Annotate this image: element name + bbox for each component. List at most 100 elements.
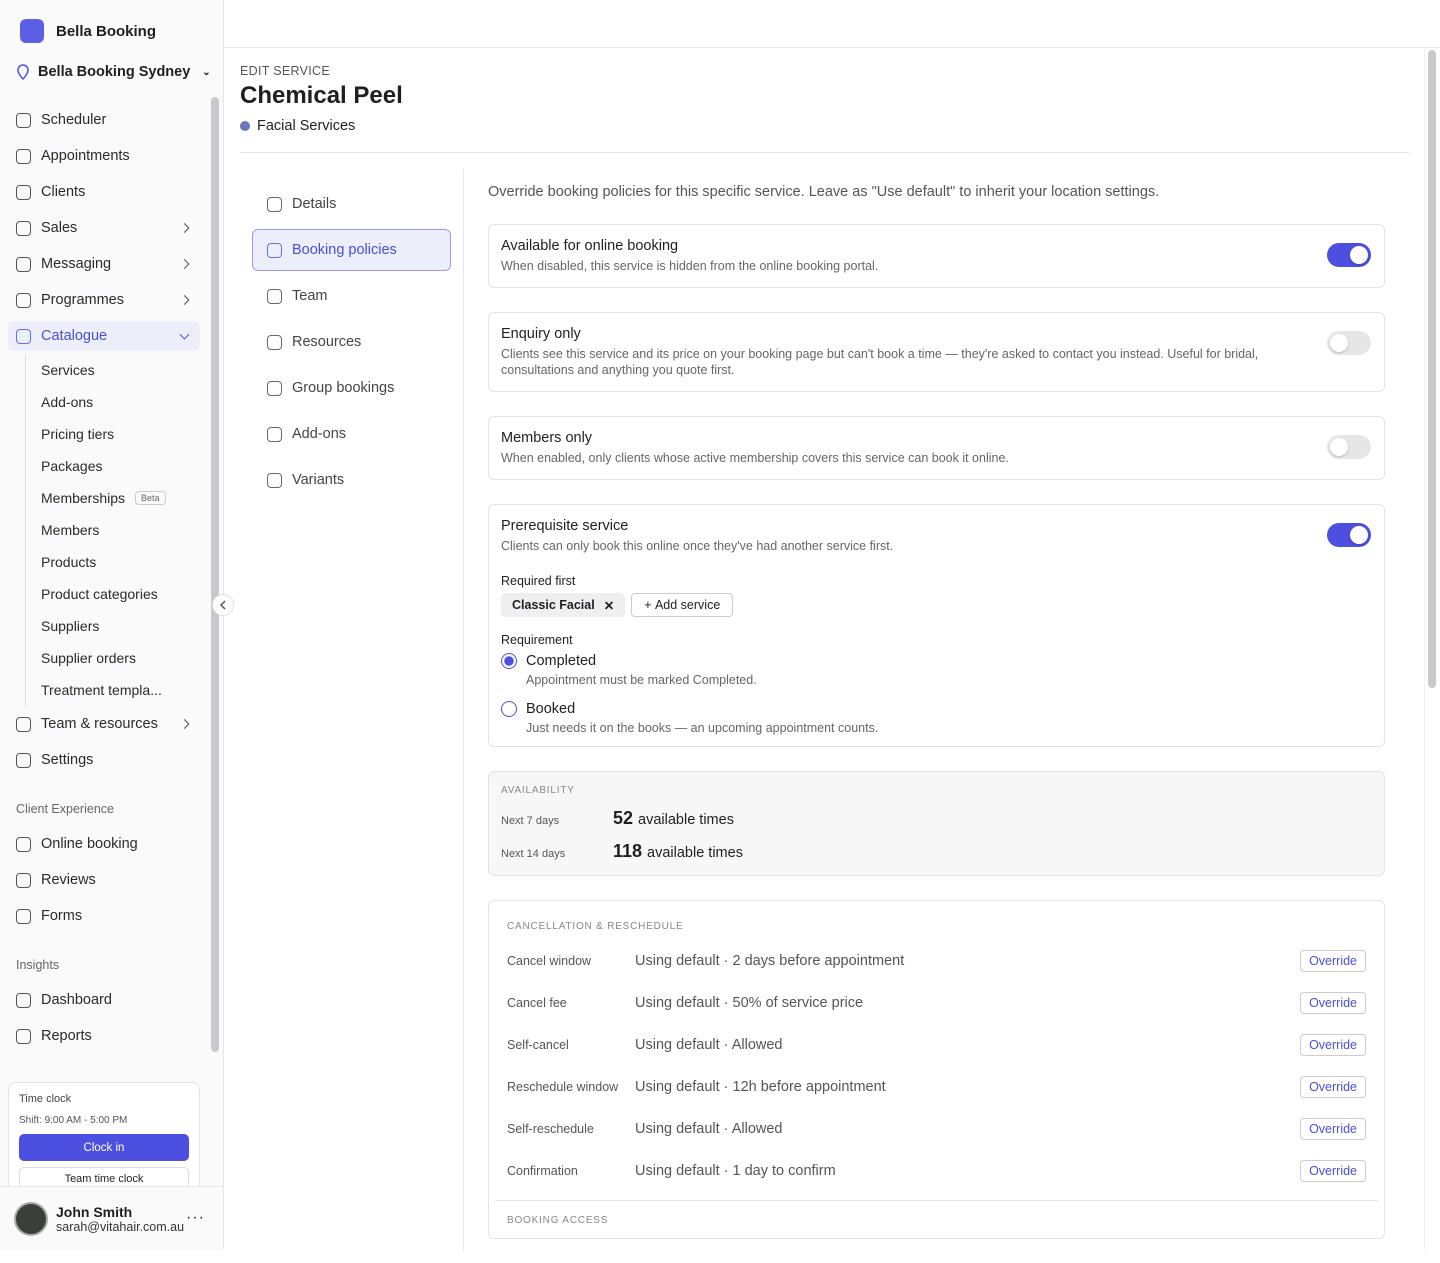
icon (16, 908, 31, 924)
radio-option[interactable]: Booked Just needs it on the books — an up… (501, 701, 1372, 735)
override-button[interactable]: Override (1300, 1034, 1366, 1056)
item-label: Suppliers (41, 618, 100, 634)
option-label: Completed (526, 653, 597, 669)
catalogue-item[interactable]: Pricing tiers (41, 418, 200, 450)
policy-card: Enquiry only Clients see this service and… (488, 312, 1385, 392)
nav-item[interactable]: Catalogue (8, 321, 200, 351)
item-label: Products (41, 554, 97, 570)
policy-row: Self-reschedule Using default · Allowed Ov… (501, 1108, 1372, 1150)
nav-item[interactable]: Appointments (8, 138, 200, 174)
collapse-button[interactable] (212, 594, 234, 616)
icon (16, 328, 31, 344)
item-label: Add-ons (41, 394, 94, 410)
option-text: Completed Appointment must be marked Comp… (526, 653, 757, 687)
nav-item[interactable]: Sales (8, 210, 200, 246)
nav-item[interactable]: Clients (8, 174, 200, 210)
catalogue-item[interactable]: Treatment templa... (41, 674, 200, 706)
nav-item[interactable]: Reviews (8, 862, 200, 898)
user[interactable]: John Smith sarah@vitahair.com.au ··· (0, 1186, 223, 1250)
row-label: Self-reschedule (507, 1122, 594, 1136)
nav-item[interactable]: Settings (8, 742, 200, 778)
location-picker[interactable]: Bella Booking Sydney ⌄ (16, 64, 211, 80)
icon (16, 1028, 31, 1044)
tab-label: Variants (292, 472, 345, 488)
override-button[interactable]: Override (1300, 992, 1366, 1014)
toggle[interactable] (1327, 243, 1371, 267)
catalogue-item[interactable]: Supplier orders (41, 642, 200, 674)
policy-card: Available for online booking When disable… (488, 224, 1385, 288)
item-label: Memberships (41, 490, 126, 506)
tabs: Details Booking policies Team Resources Grou… (252, 183, 451, 505)
catalogue-item[interactable]: Services (41, 354, 200, 386)
tab[interactable]: Group bookings (252, 367, 451, 409)
nav-item[interactable]: Dashboard (8, 982, 200, 1018)
policy-card: Prerequisite service Clients can only boo… (488, 504, 1385, 747)
tab[interactable]: Variants (252, 459, 451, 501)
override-button[interactable]: Override (1300, 1118, 1366, 1140)
nav-label: Reviews (41, 872, 96, 888)
radio-option[interactable]: Completed Appointment must be marked Comp… (501, 653, 1372, 687)
remove[interactable]: ✕ (603, 598, 615, 613)
location-name: Bella Booking Sydney (38, 64, 191, 80)
radio[interactable] (501, 653, 517, 669)
nav-item[interactable]: Programmes (8, 282, 200, 318)
row-value: Using default · 2 days before appointmen… (635, 953, 905, 969)
nav-item[interactable]: Forms (8, 898, 200, 934)
radio[interactable] (501, 701, 517, 717)
row-value: Using default · 50% of service price (635, 995, 864, 1011)
row-label: Cancel fee (507, 996, 567, 1010)
icon (267, 196, 282, 212)
icon (267, 426, 282, 442)
override-button[interactable]: Override (1300, 1076, 1366, 1098)
policy-row: Cancel window Using default · 2 days befo… (501, 940, 1372, 982)
row-label: Cancel window (507, 954, 592, 968)
icon (16, 184, 31, 200)
section-heading: CANCELLATION & RESCHEDULE (507, 921, 684, 932)
tab-label: Group bookings (292, 380, 395, 396)
tab[interactable]: Details (252, 183, 451, 225)
tab[interactable]: Add-ons (252, 413, 451, 455)
policy-title: Available for online booking (501, 238, 679, 254)
catalogue-item[interactable]: Add-ons (41, 386, 200, 418)
nav-item[interactable]: Reports (8, 1018, 200, 1054)
count: 52 (613, 808, 634, 828)
option-text: Booked Just needs it on the books — an up… (526, 701, 878, 735)
cancellation: CANCELLATION & RESCHEDULE Cancel window Us… (488, 900, 1385, 1239)
catalogue-item[interactable]: Products (41, 546, 200, 578)
count: 118 (613, 841, 643, 861)
period: Next 7 days (501, 815, 560, 827)
toggle[interactable] (1327, 331, 1371, 355)
chevron (179, 259, 190, 269)
chevron (179, 295, 190, 305)
nav-item[interactable]: Team & resources (8, 706, 200, 742)
nav-item[interactable]: Scheduler (8, 102, 200, 138)
toggle[interactable] (1327, 435, 1371, 459)
catalogue-item[interactable]: Product categories (41, 578, 200, 610)
catalogue-item[interactable]: Packages (41, 450, 200, 482)
nav-label: Scheduler (41, 112, 107, 128)
override-button[interactable]: Override (1300, 1160, 1366, 1182)
tab[interactable]: Booking policies (252, 229, 451, 271)
add-service[interactable]: + Add service (631, 593, 734, 617)
toggle[interactable] (1327, 523, 1371, 547)
tab[interactable]: Resources (252, 321, 451, 363)
category-name: Facial Services (257, 118, 356, 134)
policy-row: Cancel fee Using default · 50% of service… (501, 982, 1372, 1024)
icon (16, 872, 31, 888)
availability: AVAILABILITY Next 7 days 52 available times… (488, 771, 1385, 876)
policy-row: Confirmation Using default · 1 day to con… (501, 1150, 1372, 1192)
icon (267, 242, 282, 258)
clock-in[interactable]: Clock in (19, 1134, 189, 1161)
time-clock-title: Time clock (19, 1093, 72, 1105)
user-email: sarah@vitahair.com.au (56, 1219, 185, 1234)
tab[interactable]: Team (252, 275, 451, 317)
catalogue-item[interactable]: Suppliers (41, 610, 200, 642)
item-label: Packages (41, 458, 103, 474)
override-button[interactable]: Override (1300, 950, 1366, 972)
catalogue-item[interactable]: Members (41, 514, 200, 546)
icon (16, 716, 31, 732)
catalogue-item[interactable]: Memberships Beta (41, 482, 200, 514)
nav-item[interactable]: Messaging (8, 246, 200, 282)
avatar (14, 1201, 48, 1236)
nav-item[interactable]: Online booking (8, 826, 200, 862)
